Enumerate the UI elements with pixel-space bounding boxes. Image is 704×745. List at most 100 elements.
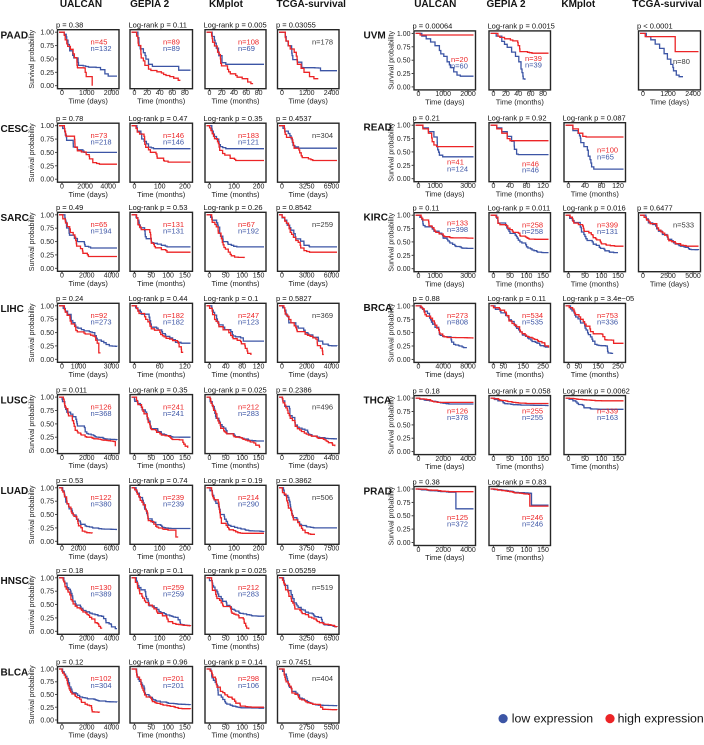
svg-text:Time (days): Time (days) <box>425 189 465 198</box>
svg-text:100: 100 <box>236 724 248 731</box>
svg-text:n=89: n=89 <box>163 37 180 46</box>
svg-text:n=259: n=259 <box>312 220 333 229</box>
svg-text:0.25: 0.25 <box>40 435 54 442</box>
svg-text:p = 0.011: p = 0.011 <box>56 385 87 394</box>
svg-text:n=182: n=182 <box>163 318 184 327</box>
svg-text:n=132: n=132 <box>91 44 112 53</box>
svg-text:n=121: n=121 <box>238 138 259 147</box>
svg-text:2400: 2400 <box>324 90 340 97</box>
svg-text:Time (days): Time (days) <box>289 731 329 740</box>
svg-text:Log-rank p = 0.19: Log-rank p = 0.19 <box>204 476 263 485</box>
svg-text:n=182: n=182 <box>163 311 184 320</box>
svg-text:0: 0 <box>417 547 421 554</box>
svg-text:150: 150 <box>517 364 529 371</box>
svg-text:Survival probability: Survival probability <box>29 123 36 182</box>
svg-text:n=212: n=212 <box>238 402 259 411</box>
svg-text:Log-rank p = 0.14: Log-rank p = 0.14 <box>204 657 263 666</box>
svg-text:Time (months): Time (months) <box>211 370 260 379</box>
svg-text:3000: 3000 <box>299 273 315 280</box>
svg-text:p = 0.78: p = 0.78 <box>56 114 83 123</box>
svg-text:n=212: n=212 <box>238 583 259 592</box>
svg-text:50: 50 <box>147 724 155 731</box>
svg-text:Log-rank p = 0.11: Log-rank p = 0.11 <box>129 21 187 30</box>
svg-text:50: 50 <box>581 273 589 280</box>
svg-text:n=246: n=246 <box>522 513 543 522</box>
svg-text:80: 80 <box>238 364 246 371</box>
svg-text:0.00: 0.00 <box>40 718 54 725</box>
svg-text:0: 0 <box>208 90 212 97</box>
svg-text:150: 150 <box>179 724 191 731</box>
svg-text:Survival probability: Survival probability <box>388 122 395 181</box>
svg-text:n=89: n=89 <box>163 44 180 53</box>
svg-text:Time (days): Time (days) <box>69 642 109 651</box>
svg-text:20: 20 <box>143 90 151 97</box>
svg-text:Survival probability: Survival probability <box>29 29 36 88</box>
svg-text:CESC: CESC <box>1 124 29 135</box>
svg-text:Survival probability: Survival probability <box>29 303 36 362</box>
svg-text:150: 150 <box>253 724 265 731</box>
svg-text:0: 0 <box>492 547 496 554</box>
svg-text:PRAD: PRAD <box>364 486 392 497</box>
svg-text:n=496: n=496 <box>312 402 333 411</box>
svg-text:n=65: n=65 <box>597 152 614 161</box>
svg-text:n=201: n=201 <box>163 681 184 690</box>
svg-text:0: 0 <box>60 184 64 191</box>
svg-text:Time (days): Time (days) <box>289 461 329 470</box>
svg-text:Survival probability: Survival probability <box>388 486 395 545</box>
svg-text:n=239: n=239 <box>163 493 184 502</box>
svg-text:60: 60 <box>168 90 176 97</box>
svg-text:80: 80 <box>598 183 606 190</box>
svg-text:Time (months): Time (months) <box>571 370 620 379</box>
svg-text:n=46: n=46 <box>522 160 539 169</box>
svg-text:0: 0 <box>133 724 137 731</box>
svg-text:1.00: 1.00 <box>40 395 54 402</box>
svg-text:80: 80 <box>539 91 547 98</box>
svg-text:Time (days): Time (days) <box>289 190 329 199</box>
svg-text:n=73: n=73 <box>91 131 108 140</box>
svg-text:0: 0 <box>567 183 571 190</box>
svg-text:2000: 2000 <box>299 364 315 371</box>
svg-text:Time (months): Time (months) <box>211 279 260 288</box>
svg-text:n=535: n=535 <box>522 318 543 327</box>
svg-text:2000: 2000 <box>79 273 95 280</box>
svg-text:0: 0 <box>492 91 496 98</box>
svg-text:60: 60 <box>156 364 164 371</box>
svg-text:0.75: 0.75 <box>397 226 411 233</box>
svg-text:Time (days): Time (days) <box>289 370 329 379</box>
svg-text:n=258: n=258 <box>522 220 543 229</box>
svg-text:0.75: 0.75 <box>397 500 411 507</box>
svg-text:0.25: 0.25 <box>40 615 54 622</box>
svg-text:0.50: 0.50 <box>397 422 411 429</box>
svg-text:50: 50 <box>147 273 155 280</box>
svg-text:1.00: 1.00 <box>397 213 411 220</box>
svg-text:Survival probability: Survival probability <box>388 31 395 90</box>
svg-text:Log-rank p = 0.087: Log-rank p = 0.087 <box>563 114 626 123</box>
svg-text:1000: 1000 <box>435 91 451 98</box>
svg-text:100: 100 <box>521 456 533 463</box>
svg-text:n=372: n=372 <box>447 520 468 529</box>
svg-text:2400: 2400 <box>685 91 701 98</box>
svg-text:1000: 1000 <box>79 90 95 97</box>
svg-text:Time (days): Time (days) <box>69 731 109 740</box>
svg-text:120: 120 <box>537 183 549 190</box>
svg-text:Log-rank p = 0.025: Log-rank p = 0.025 <box>204 385 267 394</box>
svg-text:3000: 3000 <box>104 364 120 371</box>
svg-text:n=290: n=290 <box>238 500 259 509</box>
svg-text:Time (days): Time (days) <box>69 461 109 470</box>
svg-text:0.50: 0.50 <box>397 513 411 520</box>
svg-text:n=258: n=258 <box>522 227 543 236</box>
svg-text:0.75: 0.75 <box>397 409 411 416</box>
svg-text:4000: 4000 <box>460 547 476 554</box>
svg-text:p = 0.12: p = 0.12 <box>56 657 83 666</box>
svg-text:0.25: 0.25 <box>397 436 411 443</box>
svg-text:p < 0.0001: p < 0.0001 <box>637 22 673 31</box>
svg-text:Time (months): Time (months) <box>496 553 545 562</box>
svg-text:150: 150 <box>612 456 624 463</box>
svg-text:p = 0.05259: p = 0.05259 <box>276 566 316 575</box>
svg-text:Time (months): Time (months) <box>211 642 260 651</box>
svg-text:0: 0 <box>133 455 137 462</box>
svg-text:150: 150 <box>537 273 549 280</box>
svg-text:n=69: n=69 <box>238 44 255 53</box>
svg-text:0: 0 <box>417 273 421 280</box>
svg-text:0: 0 <box>60 636 64 643</box>
